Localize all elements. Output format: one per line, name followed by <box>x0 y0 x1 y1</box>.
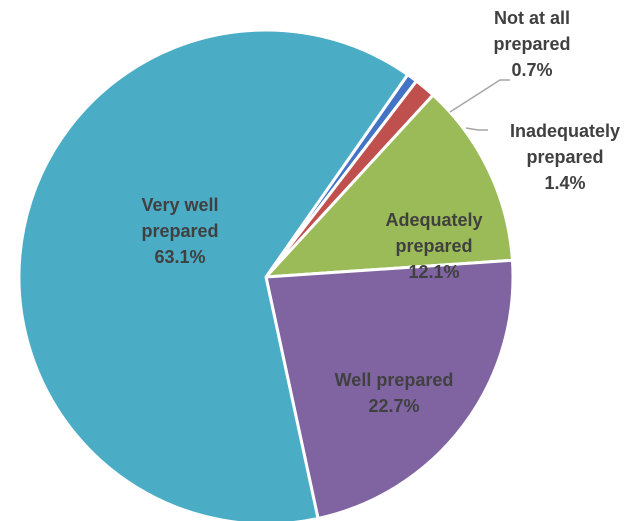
slice-label: Well prepared 22.7% <box>335 370 454 416</box>
pie-slice <box>264 93 514 279</box>
pie-slices <box>17 28 515 521</box>
slice-label-line: Well prepared <box>335 370 454 390</box>
slice-label-line: prepared <box>493 34 570 54</box>
slice-label-line: prepared <box>141 221 218 241</box>
slice-labels: Not at all prepared 0.7% Inadequately prepar… <box>141 8 620 416</box>
slice-label: Very well prepared 63.1% <box>141 195 218 267</box>
slice-label-line: 63.1% <box>154 247 205 267</box>
slice-label: Inadequately prepared 1.4% <box>510 121 620 193</box>
slice-label-line: Not at all <box>494 8 570 28</box>
slice-label-line: prepared <box>526 147 603 167</box>
slice-label-line: 12.1% <box>408 262 459 282</box>
pie-slice <box>17 28 410 521</box>
slice-label-line: Adequately <box>385 210 482 230</box>
slice-label: Not at all prepared 0.7% <box>493 8 570 80</box>
pie-slice <box>264 258 515 520</box>
slice-label: Adequately prepared 12.1% <box>385 210 482 282</box>
slice-label-line: prepared <box>395 236 472 256</box>
slice-label-line: 1.4% <box>544 173 585 193</box>
slice-label-line: 22.7% <box>368 396 419 416</box>
leader-lines <box>449 79 510 131</box>
slice-label-line: Very well <box>141 195 218 215</box>
slice-label-line: 0.7% <box>511 60 552 80</box>
leader-line <box>465 127 488 131</box>
slice-label-line: Inadequately <box>510 121 620 141</box>
leader-line <box>449 79 510 113</box>
